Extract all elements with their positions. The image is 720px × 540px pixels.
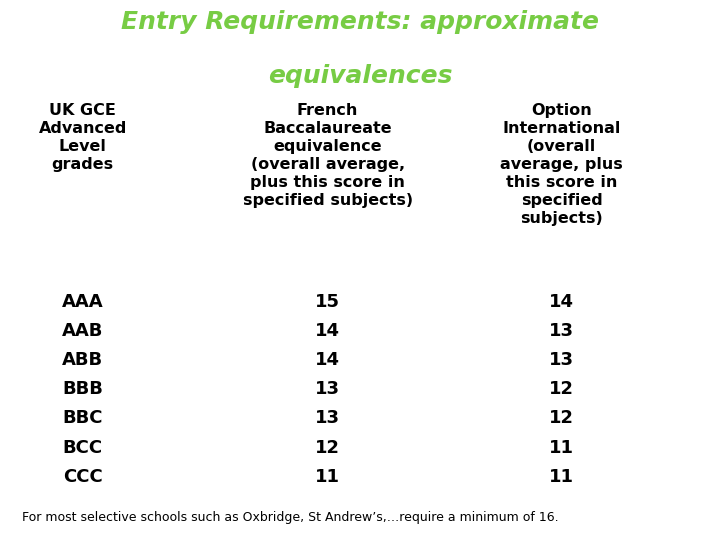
Text: 12: 12 <box>549 409 574 427</box>
Text: Option
International
(overall
average, plus
this score in
specified
subjects): Option International (overall average, p… <box>500 103 623 226</box>
Text: 11: 11 <box>315 468 340 485</box>
Text: BCC: BCC <box>63 438 103 456</box>
Text: AAB: AAB <box>62 322 104 340</box>
Text: Entry Requirements: approximate: Entry Requirements: approximate <box>121 10 599 34</box>
Text: 14: 14 <box>549 293 574 310</box>
Text: 13: 13 <box>315 380 340 398</box>
Text: French
Baccalaureate
equivalence
(overall average,
plus this score in
specified : French Baccalaureate equivalence (overal… <box>243 103 413 208</box>
Text: 12: 12 <box>315 438 340 456</box>
Text: BBB: BBB <box>63 380 103 398</box>
Text: ABB: ABB <box>62 351 104 369</box>
Text: UK GCE
Advanced
Level
grades: UK GCE Advanced Level grades <box>39 103 127 172</box>
Text: 13: 13 <box>549 322 574 340</box>
Text: 11: 11 <box>549 468 574 485</box>
Text: CCC: CCC <box>63 468 103 485</box>
Text: For most selective schools such as Oxbridge, St Andrew’s,…require a minimum of 1: For most selective schools such as Oxbri… <box>22 510 558 524</box>
Text: BBC: BBC <box>63 409 103 427</box>
Text: equivalences: equivalences <box>268 64 452 87</box>
Text: 12: 12 <box>549 380 574 398</box>
Text: 14: 14 <box>315 351 340 369</box>
Text: 14: 14 <box>315 322 340 340</box>
Text: 11: 11 <box>549 438 574 456</box>
Text: 13: 13 <box>315 409 340 427</box>
Text: 15: 15 <box>315 293 340 310</box>
Text: 13: 13 <box>549 351 574 369</box>
Text: AAA: AAA <box>62 293 104 310</box>
